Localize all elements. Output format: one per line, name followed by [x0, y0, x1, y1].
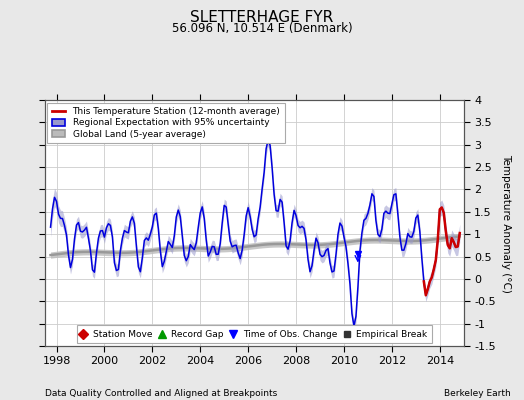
- Y-axis label: Temperature Anomaly (°C): Temperature Anomaly (°C): [501, 154, 511, 292]
- Text: Berkeley Earth: Berkeley Earth: [444, 389, 511, 398]
- Text: Data Quality Controlled and Aligned at Breakpoints: Data Quality Controlled and Aligned at B…: [45, 389, 277, 398]
- Legend: Station Move, Record Gap, Time of Obs. Change, Empirical Break: Station Move, Record Gap, Time of Obs. C…: [77, 325, 432, 343]
- Text: SLETTERHAGE FYR: SLETTERHAGE FYR: [190, 10, 334, 25]
- Text: 56.096 N, 10.514 E (Denmark): 56.096 N, 10.514 E (Denmark): [172, 22, 352, 35]
